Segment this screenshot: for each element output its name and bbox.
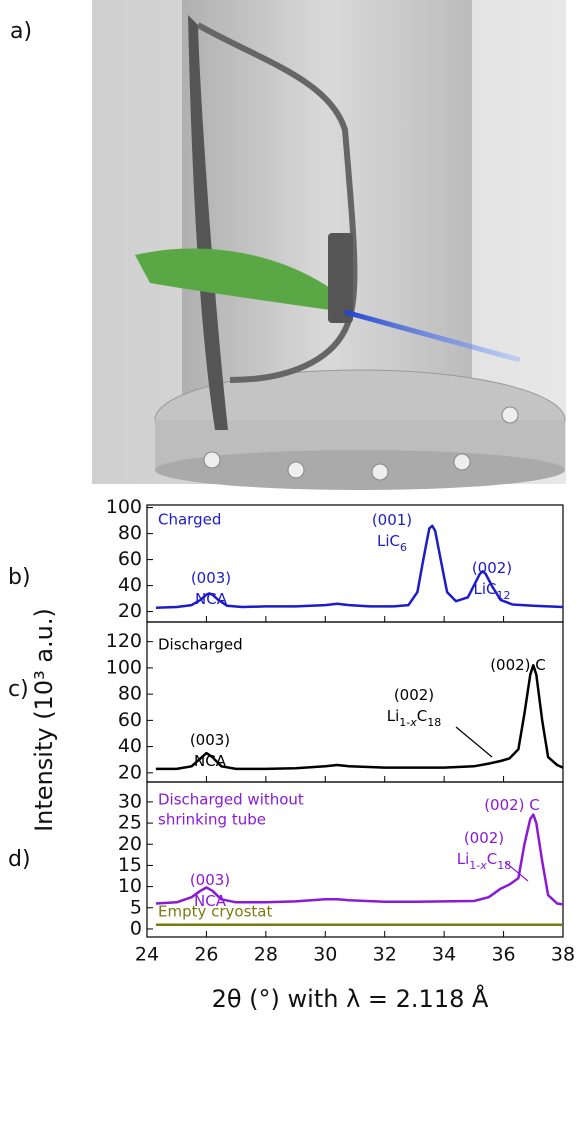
y-tick-label: 20	[118, 761, 142, 783]
series-label: Charged	[158, 511, 221, 529]
annotation: NCA	[194, 752, 227, 770]
x-tick-label: 30	[313, 944, 337, 966]
annotation-part: (002)	[472, 559, 512, 577]
annotation-part: (003)	[191, 569, 231, 587]
x-tick-label: 24	[135, 944, 159, 966]
annotation: (002)	[394, 686, 434, 704]
annotation-part: 6	[400, 541, 407, 554]
annotation: (002)	[472, 559, 512, 577]
annotation-part: NCA	[194, 752, 227, 770]
annotation-part: 18	[497, 859, 511, 872]
annotation-arrow	[504, 861, 529, 882]
y-tick-label: 5	[130, 896, 142, 918]
annotation: Li1-xC18	[457, 850, 512, 872]
annotation: Li1-xC18	[387, 707, 442, 729]
x-tick-label: 26	[194, 944, 218, 966]
series-label: shrinking tube	[158, 811, 266, 829]
annotation-part: (003)	[190, 871, 230, 889]
data-line	[155, 524, 564, 609]
annotation-part: 18	[427, 716, 441, 729]
x-axis-label: 2θ (°) with λ = 2.118 Å	[212, 984, 489, 1013]
panel-label: c)	[8, 677, 29, 702]
plot-frame	[146, 781, 564, 938]
annotation-part: C	[417, 707, 427, 725]
annotation: (002) C	[484, 796, 540, 814]
y-tick-label: 120	[106, 630, 142, 652]
y-tick-label: 30	[118, 790, 142, 812]
x-tick-label: 34	[432, 944, 456, 966]
y-tick-label: 60	[118, 709, 142, 731]
annotation-part: Li	[387, 707, 400, 725]
y-tick-label: 40	[118, 574, 142, 596]
annotation-part: 12	[497, 589, 511, 602]
panel-label: d)	[8, 847, 31, 872]
annotation-part: x	[479, 859, 487, 872]
annotation-part: LiC	[474, 580, 497, 598]
y-tick-label: 20	[118, 833, 142, 855]
annotation: (003)	[191, 569, 231, 587]
y-tick-label: 80	[118, 522, 142, 544]
y-tick-label: 15	[118, 854, 142, 876]
annotation-part: 1-	[399, 716, 410, 729]
y-tick-label: 10	[118, 875, 142, 897]
y-tick-label: 100	[106, 656, 142, 678]
series-label: Empty cryostat	[158, 903, 272, 921]
render-illustration	[92, 0, 566, 490]
annotation: LiC12	[474, 580, 511, 602]
y-tick-label: 0	[130, 917, 142, 939]
annotation-part: (003)	[190, 731, 230, 749]
annotation-part: C	[487, 850, 497, 868]
y-tick-label: 20	[118, 600, 142, 622]
data-line	[155, 664, 564, 771]
annotation-part: (002) C	[490, 656, 546, 674]
annotation: LiC6	[377, 532, 407, 554]
annotation: NCA	[194, 892, 227, 910]
annotation: (003)	[190, 731, 230, 749]
annotation: (002) C	[490, 656, 546, 674]
annotation-part: (002) C	[484, 796, 540, 814]
series-label: Discharged	[158, 636, 243, 654]
y-tick-label: 25	[118, 812, 142, 834]
annotation-arrow	[455, 726, 493, 758]
x-tick-label: 36	[491, 944, 515, 966]
x-tick-label: 28	[254, 944, 278, 966]
y-tick-label: 100	[106, 496, 142, 518]
y-tick-label: 60	[118, 548, 142, 570]
annotation-part: x	[409, 716, 417, 729]
panel-label: b)	[8, 565, 31, 590]
x-tick-label: 32	[373, 944, 397, 966]
annotation-part: 1-	[469, 859, 480, 872]
annotation-part: NCA	[195, 590, 228, 608]
annotation: NCA	[195, 590, 228, 608]
annotation-part: LiC	[377, 532, 400, 550]
annotation: (001)	[372, 511, 412, 529]
annotation-part: (001)	[372, 511, 412, 529]
data-line	[155, 813, 564, 906]
annotation-part: Li	[457, 850, 470, 868]
y-axis-label: Intensity (10³ a.u.)	[30, 608, 58, 832]
annotation-part: (002)	[394, 686, 434, 704]
y-tick-label: 80	[118, 683, 142, 705]
annotation: (003)	[190, 871, 230, 889]
series-label: Discharged without	[158, 791, 304, 809]
annotation: (002)	[464, 829, 504, 847]
annotation-part: NCA	[194, 892, 227, 910]
panel-label: a)	[10, 19, 32, 44]
x-tick-label: 38	[551, 944, 575, 966]
y-tick-label: 40	[118, 735, 142, 757]
annotation-part: (002)	[464, 829, 504, 847]
